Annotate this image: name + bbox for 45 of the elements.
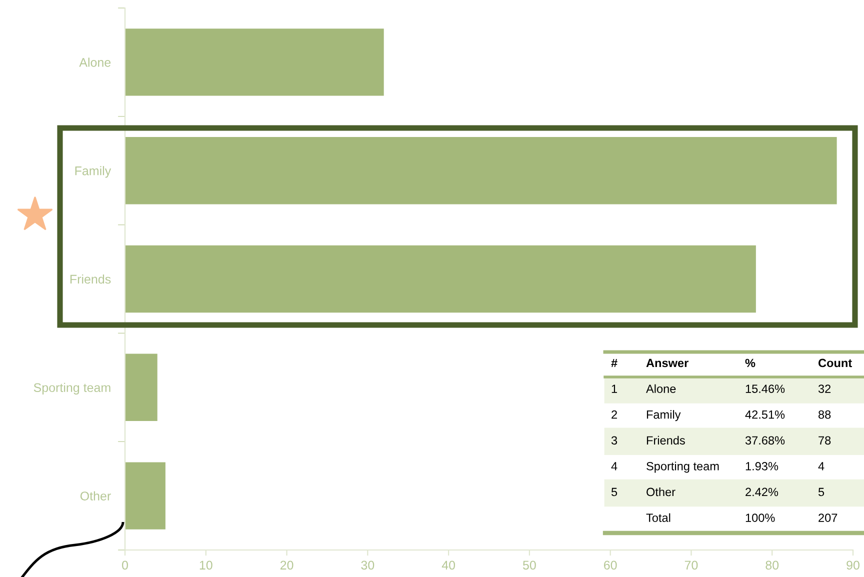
annotation: 42.51% xyxy=(745,410,785,419)
x-tick-label: 70 xyxy=(684,560,698,570)
annotation: % xyxy=(745,358,756,368)
annotation: Total xyxy=(646,513,670,522)
annotation: 32 xyxy=(818,384,831,393)
annotation: Answer xyxy=(646,358,688,368)
annotation: Family xyxy=(646,410,681,422)
y-tick-label: Family xyxy=(75,166,112,178)
x-tick-label: 0 xyxy=(122,560,128,570)
annotation: 4 xyxy=(611,462,618,470)
annotation: 207 xyxy=(818,514,838,522)
x-tick-label: 50 xyxy=(522,560,536,570)
annotation: 1.93% xyxy=(746,462,778,470)
x-tick-label: 40 xyxy=(442,560,456,570)
annotation: 78 xyxy=(818,436,831,445)
x-tick-label: 30 xyxy=(361,560,374,570)
annotation: 88 xyxy=(818,410,831,419)
annotation: 4 xyxy=(818,462,824,470)
annotation: 5 xyxy=(818,488,824,496)
x-tick-label: 10 xyxy=(200,560,212,570)
y-tick-label: Friends xyxy=(70,274,111,284)
x-tick-label: 90 xyxy=(846,560,860,570)
annotation: Sporting team xyxy=(646,462,719,473)
annotation: 100% xyxy=(746,514,775,522)
annotation: 2 xyxy=(612,410,617,419)
annotation: 5 xyxy=(611,488,618,496)
annotation: 37.68% xyxy=(745,436,785,445)
bar xyxy=(125,462,166,530)
x-tick-label: 60 xyxy=(604,560,617,570)
bar xyxy=(125,354,158,422)
annotation: Other xyxy=(646,487,676,496)
x-tick-label: 20 xyxy=(280,560,294,570)
annotation: 2.42% xyxy=(746,488,778,496)
y-tick-label: Sporting team xyxy=(34,382,110,395)
annotation: Alone xyxy=(646,384,676,393)
annotation: 3 xyxy=(611,436,618,445)
annotation: Friends xyxy=(646,436,685,445)
y-tick-label: Other xyxy=(80,491,111,500)
annotation: # xyxy=(611,359,618,368)
annotation: 15.46% xyxy=(746,384,785,393)
annotation: 1 xyxy=(612,384,617,393)
annotation: Count xyxy=(818,358,852,368)
bar xyxy=(125,28,384,96)
x-tick-label: 80 xyxy=(766,560,779,570)
y-tick-label: Alone xyxy=(79,58,111,67)
